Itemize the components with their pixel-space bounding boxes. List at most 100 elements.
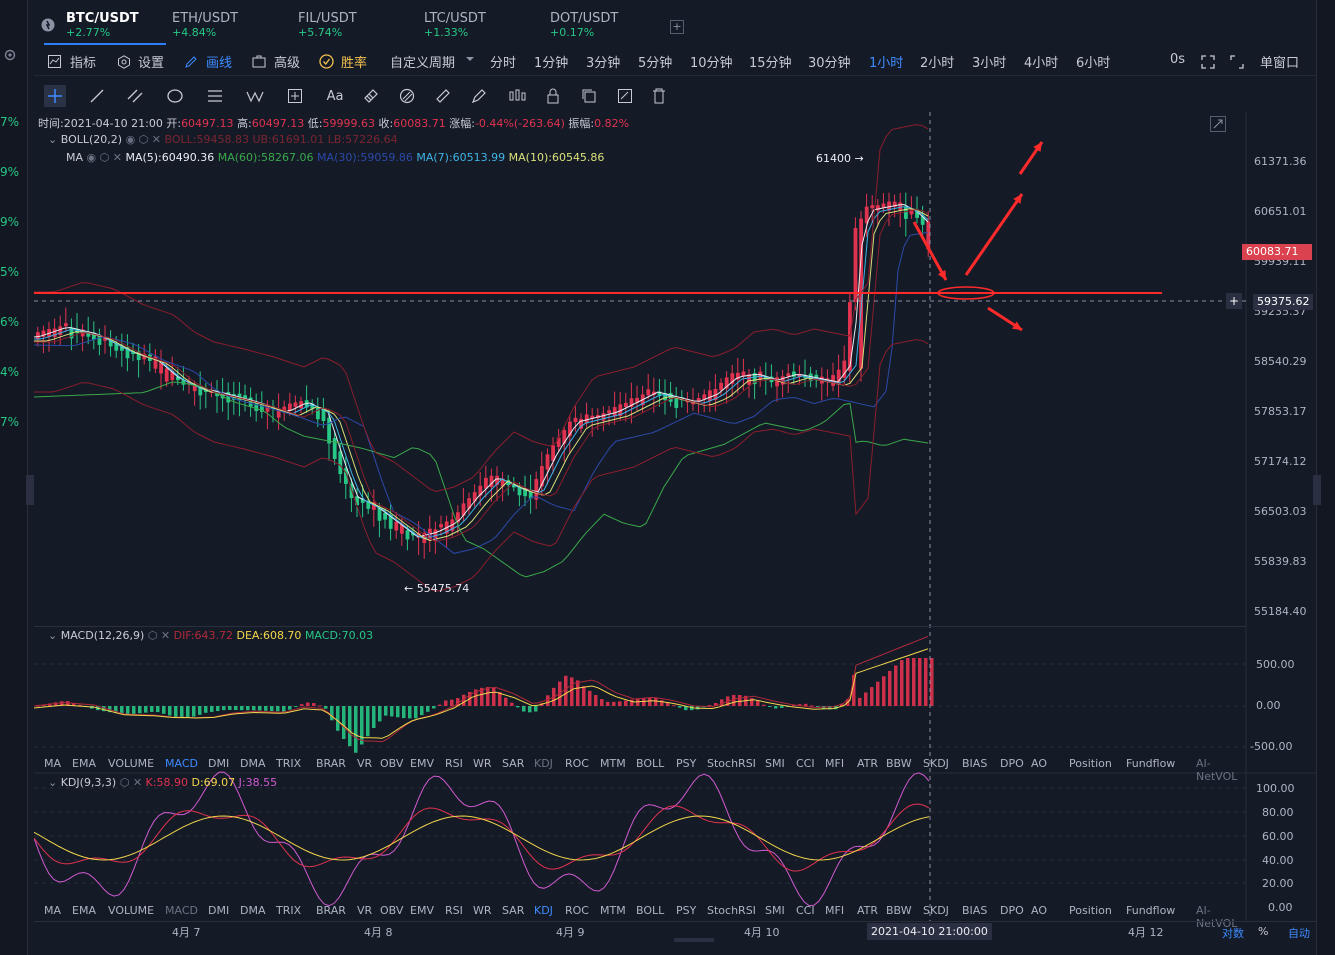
tab-ltc-usdt[interactable]: LTC/USDT +1.33% bbox=[424, 8, 486, 42]
indicator-option-psy[interactable]: PSY bbox=[676, 904, 697, 917]
log-scale-toggle[interactable]: 对数 bbox=[1222, 927, 1244, 940]
indicator-option-obv[interactable]: OBV bbox=[380, 904, 404, 917]
watch-change-7[interactable]: 7% bbox=[0, 415, 20, 429]
indicator-option-ma[interactable]: MA bbox=[44, 757, 62, 770]
edit-icon[interactable] bbox=[614, 85, 636, 107]
period-5m[interactable]: 5分钟 bbox=[638, 56, 673, 71]
indicator-option-fundflow[interactable]: Fundflow bbox=[1126, 757, 1176, 770]
close-icon[interactable]: ✕ bbox=[151, 133, 161, 146]
indicator-option-atr[interactable]: ATR bbox=[857, 904, 879, 917]
indicator-option-dpo[interactable]: DPO bbox=[1000, 904, 1024, 917]
draw-button[interactable]: 画线 bbox=[206, 56, 233, 71]
text-icon[interactable]: Aa bbox=[324, 85, 346, 107]
ruler-icon[interactable] bbox=[432, 85, 454, 107]
indicator-option-ma[interactable]: MA bbox=[44, 904, 62, 917]
close-icon[interactable]: ✕ bbox=[132, 776, 143, 789]
indicator-option-bbw[interactable]: BBW bbox=[886, 904, 912, 917]
indicator-option-fundflow[interactable]: Fundflow bbox=[1126, 904, 1176, 917]
eye-icon[interactable]: ◉ bbox=[86, 151, 97, 164]
expand-chart-icon[interactable] bbox=[1210, 116, 1226, 132]
gear-icon[interactable]: ⬡ bbox=[147, 629, 158, 642]
period-15m[interactable]: 15分钟 bbox=[749, 56, 792, 71]
wave-icon[interactable] bbox=[244, 85, 266, 107]
indicator-option-rsi[interactable]: RSI bbox=[445, 757, 463, 770]
indicator-option-smi[interactable]: SMI bbox=[765, 757, 785, 770]
close-icon[interactable]: ✕ bbox=[160, 629, 171, 642]
single-window-dropdown[interactable]: 单窗口 bbox=[1260, 56, 1300, 71]
add-tab-button[interactable]: + bbox=[670, 20, 684, 34]
collapse-caret-icon[interactable]: ⌄ bbox=[48, 629, 58, 642]
indicator-option-boll[interactable]: BOLL bbox=[636, 904, 665, 917]
indicator-option-ai-netvol[interactable]: AI-NetVOL bbox=[1196, 757, 1238, 783]
period-3m[interactable]: 3分钟 bbox=[586, 56, 621, 71]
collapse-left-handle[interactable] bbox=[26, 475, 34, 505]
indicator-option-dmi[interactable]: DMI bbox=[208, 757, 230, 770]
macd-name[interactable]: MACD(12,26,9) bbox=[60, 629, 145, 642]
indicator-option-dpo[interactable]: DPO bbox=[1000, 757, 1024, 770]
watch-change-5[interactable]: 6% bbox=[0, 315, 20, 329]
indicator-option-roc[interactable]: ROC bbox=[565, 904, 589, 917]
lock-icon[interactable] bbox=[542, 85, 564, 107]
period-6h[interactable]: 6小时 bbox=[1076, 56, 1111, 71]
indicator-option-mfi[interactable]: MFI bbox=[825, 904, 845, 917]
tab-btc-usdt[interactable]: BTC/USDT +2.77% bbox=[41, 8, 166, 45]
indicator-option-mtm[interactable]: MTM bbox=[600, 904, 626, 917]
indicator-option-smi[interactable]: SMI bbox=[765, 904, 785, 917]
indicator-option-volume[interactable]: VOLUME bbox=[108, 904, 155, 917]
advanced-button[interactable]: 高级 bbox=[274, 56, 301, 71]
indicator-option-cci[interactable]: CCI bbox=[796, 757, 815, 770]
indicator-option-stochrsi[interactable]: StochRSI bbox=[707, 904, 756, 917]
indicator-option-kdj[interactable]: KDJ bbox=[534, 904, 553, 917]
indicator-option-wr[interactable]: WR bbox=[473, 904, 492, 917]
indicator-option-brar[interactable]: BRAR bbox=[316, 904, 346, 917]
indicator-option-ao[interactable]: AO bbox=[1031, 904, 1047, 917]
indicator-option-dmi[interactable]: DMI bbox=[208, 904, 230, 917]
period-timeline[interactable]: 分时 bbox=[490, 56, 517, 71]
percent-scale-toggle[interactable]: % bbox=[1258, 925, 1269, 938]
pen-icon[interactable] bbox=[468, 85, 490, 107]
indicator-option-mtm[interactable]: MTM bbox=[600, 757, 626, 770]
winrate-button[interactable]: 胜率 bbox=[341, 56, 368, 71]
indicator-option-cci[interactable]: CCI bbox=[796, 904, 815, 917]
period-3h[interactable]: 3小时 bbox=[972, 56, 1007, 71]
watch-change-2[interactable]: 9% bbox=[0, 165, 20, 179]
pane-resize-handle[interactable] bbox=[674, 938, 714, 942]
indicator-option-brar[interactable]: BRAR bbox=[316, 757, 346, 770]
gear-icon[interactable] bbox=[3, 48, 17, 62]
trash-icon[interactable] bbox=[648, 85, 670, 107]
indicator-option-sar[interactable]: SAR bbox=[502, 757, 525, 770]
watch-change-4[interactable]: 5% bbox=[0, 265, 20, 279]
indicator-option-ao[interactable]: AO bbox=[1031, 757, 1047, 770]
indicator-option-rsi[interactable]: RSI bbox=[445, 904, 463, 917]
indicator-option-stochrsi[interactable]: StochRSI bbox=[707, 757, 756, 770]
period-1m[interactable]: 1分钟 bbox=[534, 56, 569, 71]
indicator-option-wr[interactable]: WR bbox=[473, 757, 492, 770]
indicator-option-volume[interactable]: VOLUME bbox=[108, 757, 155, 770]
indicator-option-skdj[interactable]: SKDJ bbox=[923, 757, 949, 770]
period-1h[interactable]: 1小时 bbox=[869, 56, 904, 71]
indicator-option-emv[interactable]: EMV bbox=[410, 904, 434, 917]
gear-icon[interactable]: ⬡ bbox=[138, 133, 149, 146]
tab-eth-usdt[interactable]: ETH/USDT +4.84% bbox=[172, 8, 238, 42]
screenshot-icon[interactable] bbox=[1230, 55, 1244, 69]
indicator-option-obv[interactable]: OBV bbox=[380, 757, 404, 770]
chart-canvas[interactable] bbox=[34, 112, 1316, 942]
close-icon[interactable]: ✕ bbox=[112, 151, 122, 164]
gear-icon[interactable]: ⬡ bbox=[119, 776, 130, 789]
copy-icon[interactable] bbox=[578, 85, 600, 107]
circle-icon[interactable] bbox=[164, 85, 186, 107]
indicator-option-trix[interactable]: TRIX bbox=[276, 757, 302, 770]
fullscreen-icon[interactable] bbox=[1201, 55, 1215, 69]
boll-name[interactable]: BOLL(20,2) bbox=[60, 133, 123, 146]
period-30m[interactable]: 30分钟 bbox=[808, 56, 851, 71]
indicator-option-macd[interactable]: MACD bbox=[165, 757, 198, 770]
period-2h[interactable]: 2小时 bbox=[920, 56, 955, 71]
tab-dot-usdt[interactable]: DOT/USDT +0.17% bbox=[550, 8, 618, 42]
pane-divider[interactable] bbox=[34, 626, 1246, 627]
collapse-caret-icon[interactable]: ⌄ bbox=[48, 133, 58, 146]
magnet-icon[interactable] bbox=[396, 85, 418, 107]
chart-area[interactable]: 时间:2021-04-10 21:00 开:60497.13 高:60497.1… bbox=[34, 112, 1316, 942]
period-10m[interactable]: 10分钟 bbox=[690, 56, 733, 71]
watch-change-3[interactable]: 9% bbox=[0, 215, 20, 229]
box-plus-icon[interactable] bbox=[284, 85, 306, 107]
